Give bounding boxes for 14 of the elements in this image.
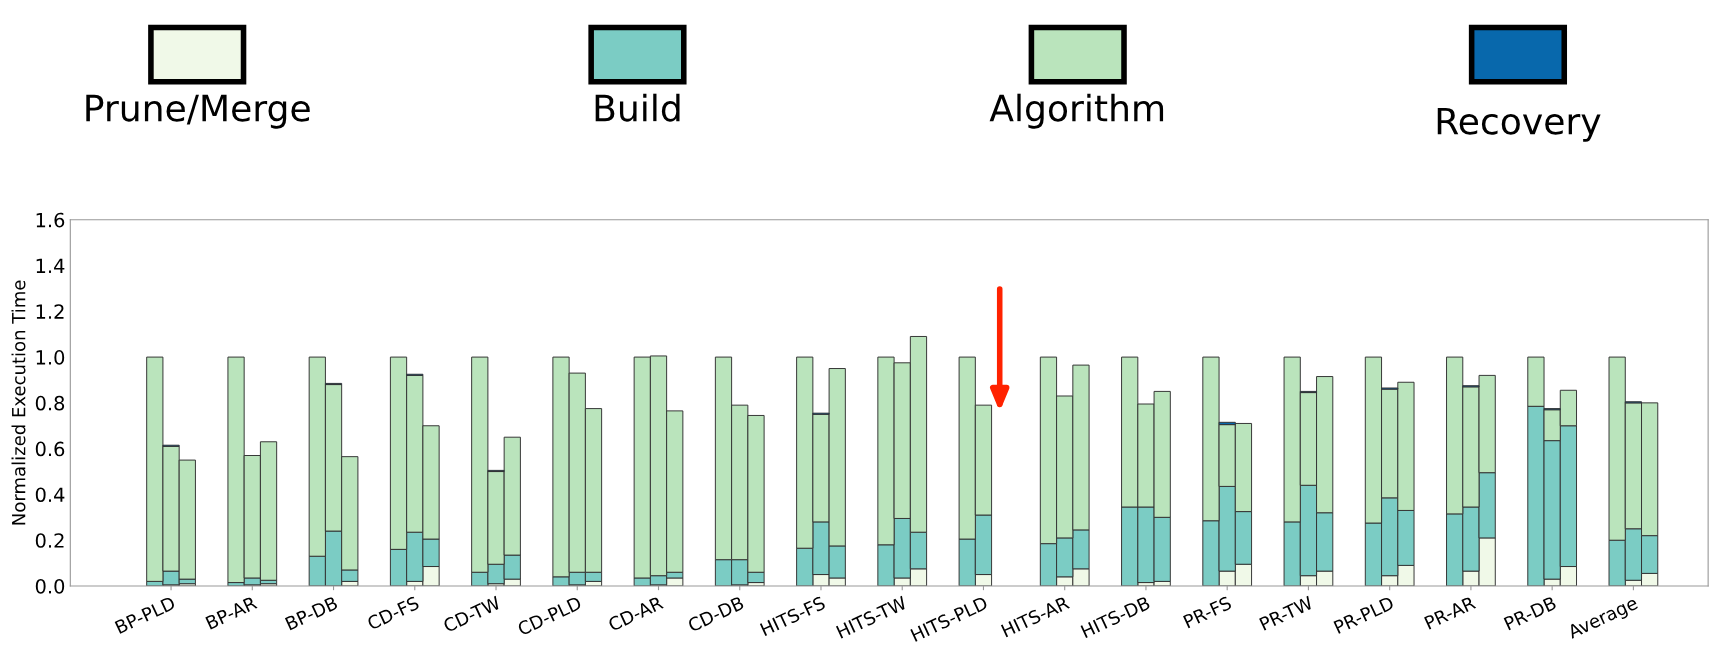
y-tick-label: 1.4 [36, 258, 65, 273]
y-tick-label: 0.8 [35, 395, 65, 411]
y-tick-label: 1.0 [36, 350, 65, 365]
y-tick-label: 0.2 [35, 533, 64, 548]
legend-label: Prune/Merge [86, 94, 310, 129]
y-tick-label: 0.0 [35, 578, 65, 594]
y-tick-label: 1.2 [36, 304, 64, 319]
y-axis-title: Normalized Execution Time [11, 280, 26, 525]
legend-label: Recovery [1437, 107, 1601, 142]
y-tick-label: 0.4 [35, 487, 65, 503]
legend-label: Algorithm [989, 93, 1164, 129]
y-tick-label: 0.6 [35, 441, 65, 457]
y-tick-label: 1.6 [36, 212, 65, 228]
legend-label: Build [595, 93, 680, 122]
